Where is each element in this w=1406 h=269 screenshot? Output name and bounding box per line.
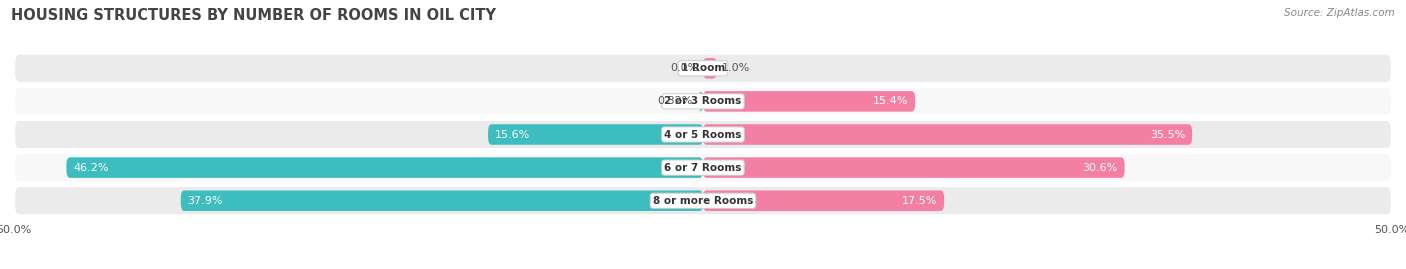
FancyBboxPatch shape (14, 54, 1392, 83)
Text: 35.5%: 35.5% (1150, 129, 1185, 140)
Text: 1.0%: 1.0% (723, 63, 751, 73)
Text: 0.32%: 0.32% (658, 96, 693, 107)
Text: 46.2%: 46.2% (73, 162, 108, 173)
FancyBboxPatch shape (14, 87, 1392, 116)
FancyBboxPatch shape (703, 157, 1125, 178)
Text: 37.9%: 37.9% (187, 196, 224, 206)
FancyBboxPatch shape (703, 91, 915, 112)
FancyBboxPatch shape (14, 186, 1392, 215)
Text: 15.4%: 15.4% (873, 96, 908, 107)
FancyBboxPatch shape (699, 91, 703, 112)
Text: Source: ZipAtlas.com: Source: ZipAtlas.com (1284, 8, 1395, 18)
Text: 1 Room: 1 Room (681, 63, 725, 73)
Text: 4 or 5 Rooms: 4 or 5 Rooms (664, 129, 742, 140)
Text: 8 or more Rooms: 8 or more Rooms (652, 196, 754, 206)
FancyBboxPatch shape (703, 190, 945, 211)
Text: 30.6%: 30.6% (1083, 162, 1118, 173)
FancyBboxPatch shape (66, 157, 703, 178)
FancyBboxPatch shape (14, 153, 1392, 182)
Text: 0.0%: 0.0% (671, 63, 699, 73)
Text: 2 or 3 Rooms: 2 or 3 Rooms (665, 96, 741, 107)
Text: 17.5%: 17.5% (901, 196, 938, 206)
FancyBboxPatch shape (703, 124, 1192, 145)
FancyBboxPatch shape (14, 120, 1392, 149)
FancyBboxPatch shape (703, 58, 717, 79)
FancyBboxPatch shape (181, 190, 703, 211)
Text: 6 or 7 Rooms: 6 or 7 Rooms (664, 162, 742, 173)
Text: 15.6%: 15.6% (495, 129, 530, 140)
FancyBboxPatch shape (488, 124, 703, 145)
Text: HOUSING STRUCTURES BY NUMBER OF ROOMS IN OIL CITY: HOUSING STRUCTURES BY NUMBER OF ROOMS IN… (11, 8, 496, 23)
